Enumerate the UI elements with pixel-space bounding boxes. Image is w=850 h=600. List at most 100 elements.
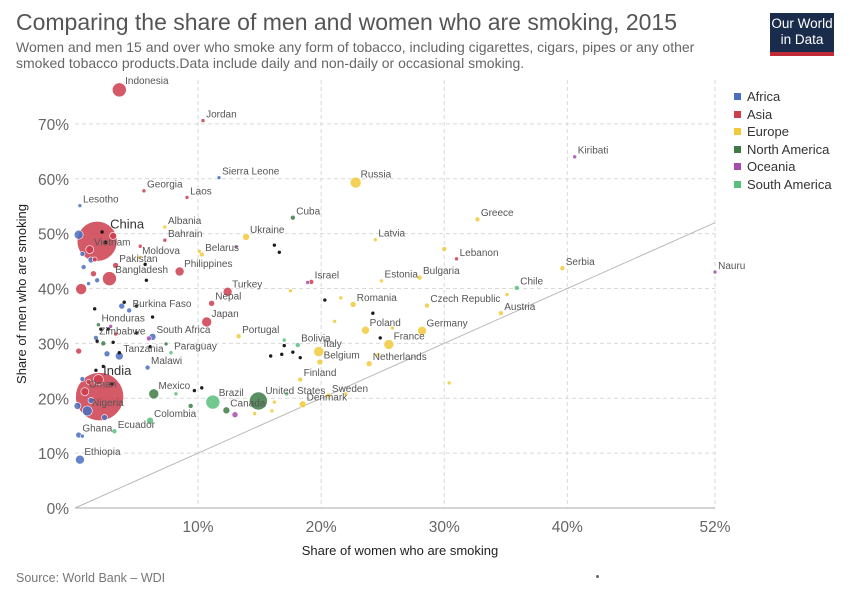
point-label: Italy	[323, 339, 341, 350]
data-point	[252, 411, 257, 416]
data-point	[233, 244, 239, 250]
data-point-portugal	[235, 333, 242, 340]
legend-item-north-america[interactable]: North America	[734, 141, 832, 159]
data-point-poland	[361, 325, 370, 335]
data-point	[269, 408, 275, 414]
y-tick-label: 60%	[38, 172, 69, 189]
data-point	[101, 414, 108, 421]
point-label: Austria	[504, 302, 536, 313]
chart-title: Comparing the share of men and women who…	[16, 9, 677, 35]
source-note[interactable]: Source: World Bank – WDI	[16, 571, 166, 585]
point-label: Greece	[481, 208, 514, 219]
data-point	[118, 302, 126, 310]
data-point-turkey	[222, 287, 233, 297]
data-point-canada	[222, 406, 231, 415]
data-point	[187, 403, 194, 409]
point-label: Ghana	[82, 423, 112, 434]
point-label: Latvia	[378, 229, 405, 240]
point-label: Czech Republic	[430, 294, 500, 305]
legend-item-europe[interactable]: Europe	[734, 123, 832, 141]
data-point	[504, 292, 510, 297]
data-point-latvia	[373, 237, 378, 242]
legend-label: Africa	[747, 89, 781, 105]
data-point	[390, 325, 395, 331]
y-axis-title: Share of men who are smoking	[14, 204, 29, 384]
data-point-romania	[349, 301, 357, 308]
data-point	[85, 378, 92, 385]
y-tick-label: 40%	[38, 282, 69, 299]
point-label: Philippines	[184, 259, 232, 270]
point-label: France	[394, 332, 426, 343]
point-label: Indonesia	[125, 76, 169, 87]
point-label: Laos	[190, 186, 212, 197]
data-point	[137, 243, 143, 249]
data-point-united-states	[249, 391, 268, 411]
data-point-nigeria	[82, 405, 93, 417]
point-label: Lesotho	[83, 195, 119, 206]
data-point-lesotho	[77, 203, 83, 208]
point-label: Kiribati	[578, 146, 609, 157]
data-point	[106, 327, 110, 331]
data-point-ecuador	[111, 428, 118, 434]
data-point	[110, 382, 114, 386]
data-point-bulgaria	[416, 274, 423, 281]
data-point	[100, 340, 107, 347]
data-point-indonesia	[112, 82, 127, 98]
legend-item-oceania[interactable]: Oceania	[734, 158, 832, 176]
data-point	[73, 402, 82, 410]
data-point	[101, 364, 106, 369]
data-point-oman	[80, 387, 90, 396]
point-label: Russia	[361, 170, 392, 181]
data-point-czech-republic	[424, 302, 430, 309]
point-label: Burkina Faso	[133, 299, 192, 310]
data-point	[332, 319, 337, 324]
point-label: Bahrain	[168, 229, 202, 240]
data-point	[134, 304, 139, 308]
legend-swatch	[734, 128, 741, 136]
legend-item-africa[interactable]: Africa	[734, 88, 832, 106]
point-labels: Indonesia Jordan Sierra Leone Russia Kiribat…	[82, 76, 745, 458]
data-point	[80, 264, 87, 270]
data-point	[200, 386, 204, 390]
data-point-germany	[417, 325, 427, 336]
legend-label: South America	[747, 176, 832, 192]
point-label: Malawi	[151, 356, 182, 367]
point-label: Nepal	[215, 292, 241, 303]
point-label: United States	[265, 386, 325, 397]
point-label: Albania	[168, 216, 202, 227]
data-point-honduras	[96, 322, 101, 328]
data-point-bahrain	[162, 237, 168, 243]
point-label: South Africa	[156, 325, 210, 336]
data-point	[104, 240, 108, 245]
data-point	[111, 340, 115, 344]
point-label: Nigeria	[92, 398, 124, 409]
data-point	[87, 397, 95, 404]
data-point-cuba	[290, 214, 296, 221]
point-label: Vietnam	[94, 237, 131, 248]
data-point-paraguay	[168, 350, 174, 356]
data-point	[277, 250, 282, 254]
data-point-greece	[474, 216, 481, 223]
data-point	[99, 327, 103, 331]
legend-item-south-america[interactable]: South America	[734, 176, 832, 194]
data-point	[378, 336, 382, 340]
data-points	[73, 82, 718, 465]
data-point	[173, 391, 179, 397]
data-point-bangladesh	[102, 271, 117, 286]
data-point	[103, 350, 111, 358]
data-point-albania	[162, 224, 168, 230]
data-point-belarus	[198, 251, 205, 258]
point-label: Japan	[211, 309, 238, 320]
data-point-jordan	[200, 118, 206, 123]
data-point	[144, 278, 149, 282]
data-point-bolivia	[294, 342, 301, 348]
legend-item-asia[interactable]: Asia	[734, 106, 832, 124]
data-point	[298, 355, 302, 360]
point-label: Moldova	[142, 246, 180, 257]
data-point	[109, 232, 117, 240]
our-world-in-data-logo[interactable]: Our World in Data	[770, 13, 834, 56]
legend-label: Oceania	[747, 159, 796, 175]
point-label: Tanzania	[124, 344, 164, 355]
data-point	[108, 324, 113, 329]
